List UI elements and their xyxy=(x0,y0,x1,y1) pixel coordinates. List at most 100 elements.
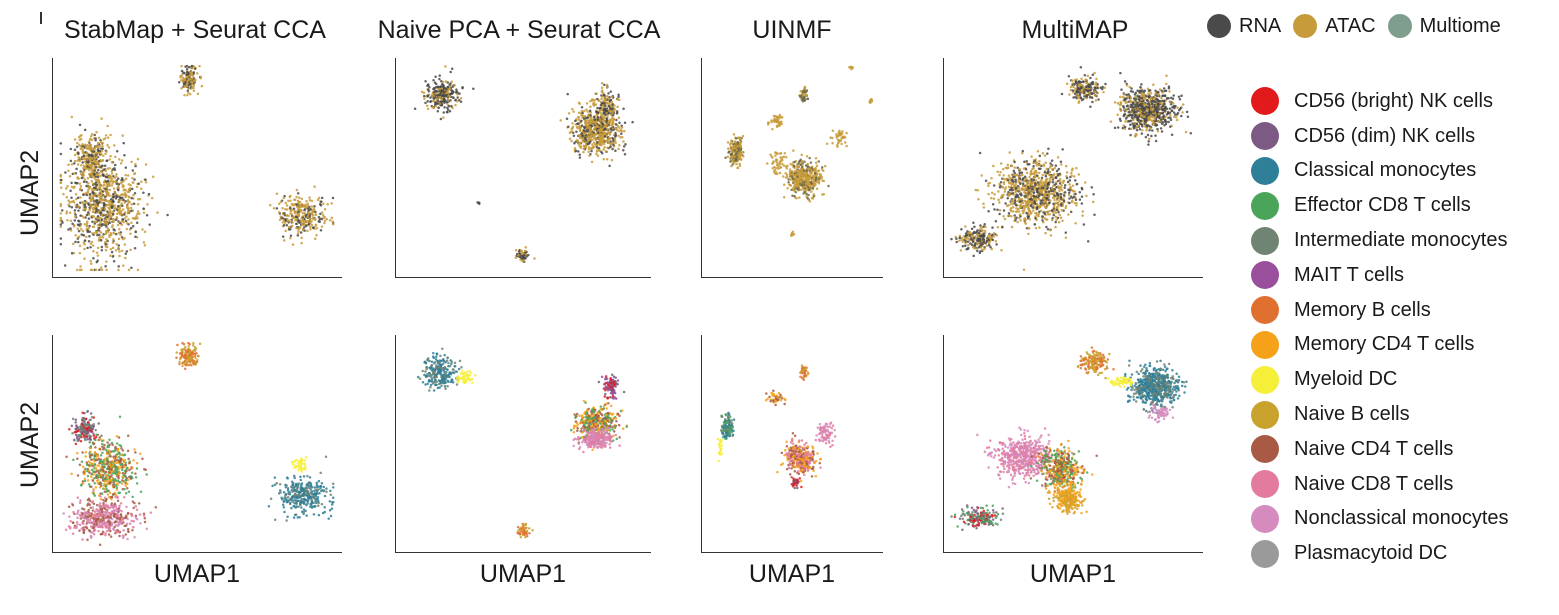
data-point xyxy=(300,221,303,225)
data-point xyxy=(1144,135,1148,139)
data-point xyxy=(1043,154,1047,157)
data-point xyxy=(110,161,114,164)
data-point xyxy=(1141,120,1145,123)
data-point xyxy=(1148,95,1151,98)
data-point xyxy=(741,134,745,138)
cluster-0 xyxy=(177,64,204,97)
data-point xyxy=(196,92,200,96)
data-point xyxy=(95,173,98,176)
data-point xyxy=(126,204,129,207)
data-point xyxy=(1129,96,1133,100)
data-point xyxy=(1163,94,1167,97)
corner-tick xyxy=(40,12,42,24)
data-point xyxy=(843,135,846,138)
data-point xyxy=(1127,120,1130,123)
data-point xyxy=(1147,92,1150,96)
data-point xyxy=(577,150,580,153)
data-point xyxy=(190,67,194,70)
data-point xyxy=(605,120,608,124)
data-point xyxy=(109,211,113,215)
data-point xyxy=(323,219,327,222)
data-point xyxy=(976,189,979,192)
data-point xyxy=(1134,101,1137,104)
data-point xyxy=(724,156,727,159)
data-point xyxy=(586,110,589,113)
data-point xyxy=(729,160,732,163)
data-point xyxy=(519,249,523,252)
data-point xyxy=(1012,169,1016,173)
data-point xyxy=(1145,118,1148,122)
data-point xyxy=(1057,167,1061,171)
data-point xyxy=(1081,91,1084,95)
data-point xyxy=(92,210,95,214)
data-point xyxy=(1141,89,1144,92)
data-point xyxy=(1062,209,1065,212)
data-point xyxy=(1119,103,1123,106)
data-point xyxy=(730,152,734,156)
data-point xyxy=(1129,90,1133,93)
column-title-stabmap: StabMap + Seurat CCA xyxy=(64,16,326,44)
data-point xyxy=(126,174,130,177)
data-point xyxy=(306,210,310,214)
data-point xyxy=(522,252,525,255)
data-point xyxy=(1165,97,1169,100)
data-point xyxy=(593,133,597,136)
data-point xyxy=(113,144,116,147)
data-point xyxy=(444,65,447,68)
data-point xyxy=(330,202,333,205)
data-point xyxy=(1061,148,1064,151)
data-point xyxy=(1064,236,1068,239)
data-point xyxy=(116,177,120,180)
data-point xyxy=(998,173,1001,177)
data-point xyxy=(591,147,594,150)
data-point xyxy=(430,95,434,98)
data-point xyxy=(1024,168,1028,171)
data-point xyxy=(82,193,85,197)
data-point xyxy=(104,175,108,179)
data-point xyxy=(1054,225,1057,229)
data-point xyxy=(738,164,742,168)
data-point xyxy=(285,224,289,227)
data-point xyxy=(602,158,605,161)
data-point xyxy=(570,139,573,143)
data-point xyxy=(987,209,990,213)
data-point xyxy=(617,134,620,138)
data-point xyxy=(1152,97,1156,100)
data-point xyxy=(793,194,796,198)
data-point xyxy=(1049,234,1053,237)
data-point xyxy=(199,75,203,79)
data-point xyxy=(1093,213,1096,216)
data-point xyxy=(70,115,74,119)
data-point xyxy=(1099,86,1102,89)
data-point xyxy=(130,187,134,191)
data-point xyxy=(93,194,96,198)
data-point xyxy=(134,217,137,221)
data-point xyxy=(580,124,584,127)
data-point xyxy=(191,74,195,77)
data-point xyxy=(331,196,335,200)
data-point xyxy=(448,87,452,91)
data-point xyxy=(817,176,821,179)
data-point xyxy=(1014,187,1018,190)
data-point xyxy=(611,147,614,151)
data-point xyxy=(1118,95,1122,99)
data-point xyxy=(1135,133,1138,136)
data-point xyxy=(1119,109,1123,113)
data-point xyxy=(96,141,100,145)
data-point xyxy=(133,192,137,195)
data-point xyxy=(86,144,89,147)
data-point xyxy=(1123,80,1127,83)
data-point xyxy=(127,195,131,198)
data-point xyxy=(608,137,611,140)
data-point xyxy=(607,92,610,95)
data-point xyxy=(1091,100,1094,104)
data-point xyxy=(996,208,999,212)
data-point xyxy=(801,90,805,93)
data-point xyxy=(1084,78,1087,82)
data-point xyxy=(1160,118,1163,122)
data-point xyxy=(1181,103,1185,106)
data-point xyxy=(82,234,86,237)
data-point xyxy=(622,145,626,148)
data-point xyxy=(1132,118,1135,122)
data-point xyxy=(605,117,609,120)
